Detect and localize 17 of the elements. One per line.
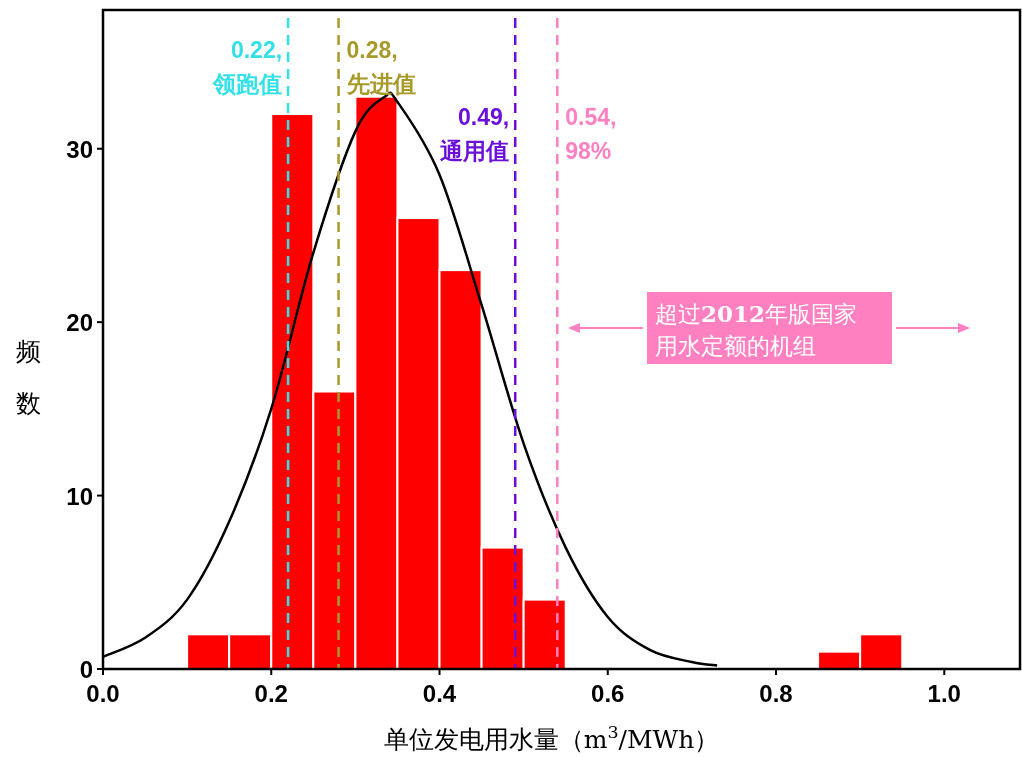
annotation: 超过2012年版国家用水定额的机组	[655, 300, 858, 359]
x-axis-title: 单位发电用水量（m$^{3}$/MWh）	[383, 722, 720, 754]
x-tick-label: 0.4	[422, 680, 457, 707]
x-tick-label: 0.6	[591, 680, 625, 707]
x-tick-label: 0.2	[254, 680, 288, 707]
ref-line-label: 0.54, 98%	[565, 104, 617, 164]
x-tick-label: 0.0	[86, 680, 120, 707]
ref-line-label: 0.49, 通用值	[439, 104, 510, 164]
y-tick-label: 10	[66, 482, 93, 510]
y-axis-title: 频数	[15, 337, 41, 418]
ref-line-label: 0.22, 领跑值	[212, 37, 283, 97]
y-tick-label: 0	[79, 656, 93, 683]
x-tick-label: 0.8	[759, 680, 793, 707]
y-tick-label: 30	[66, 135, 93, 163]
x-tick-label: 1.0	[927, 680, 961, 707]
y-tick-label: 20	[66, 309, 93, 337]
ref-line-label: 0.28, 先进值	[345, 37, 416, 97]
